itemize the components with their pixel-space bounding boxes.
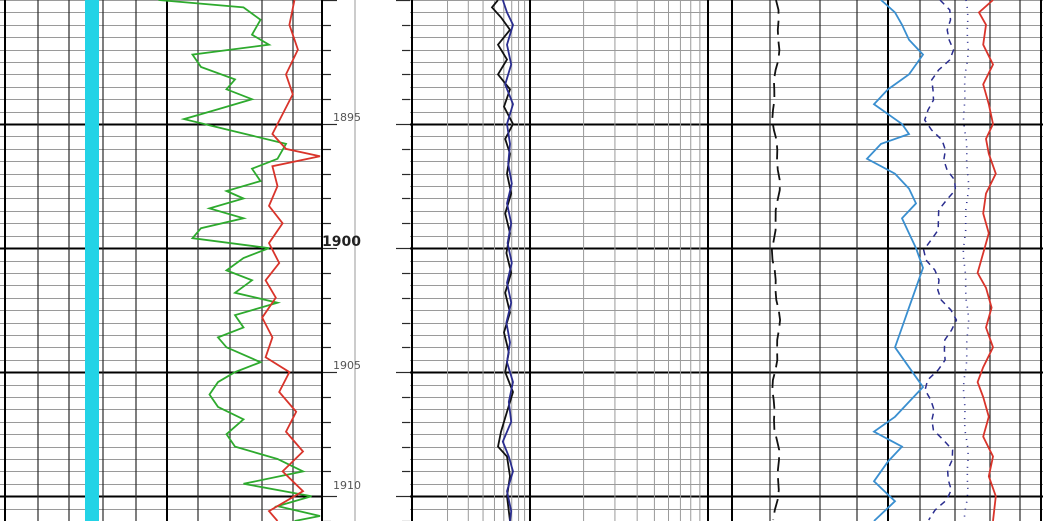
- curve-track2-series2: [501, 0, 514, 521]
- depth-label-1900: 1900: [322, 234, 361, 250]
- curve-track1-series2: [261, 0, 321, 521]
- depth-label-1895: 1895: [333, 111, 361, 124]
- depth-track: 1895 1900 1905 1910: [322, 0, 410, 521]
- curve-track1-series1: [158, 0, 321, 521]
- curve-track3-series2: [976, 0, 997, 521]
- depth-label-1910: 1910: [333, 479, 361, 492]
- track3-dotted-curve: [962, 0, 970, 521]
- track3-black-dashed-curve: [770, 0, 782, 521]
- track3-navy-dashed-curve: [922, 0, 958, 521]
- log-curves: [158, 0, 997, 521]
- depth-label-1905: 1905: [333, 359, 361, 372]
- caliper-fill-bar: [85, 0, 99, 521]
- curve-track3-series1: [865, 0, 925, 521]
